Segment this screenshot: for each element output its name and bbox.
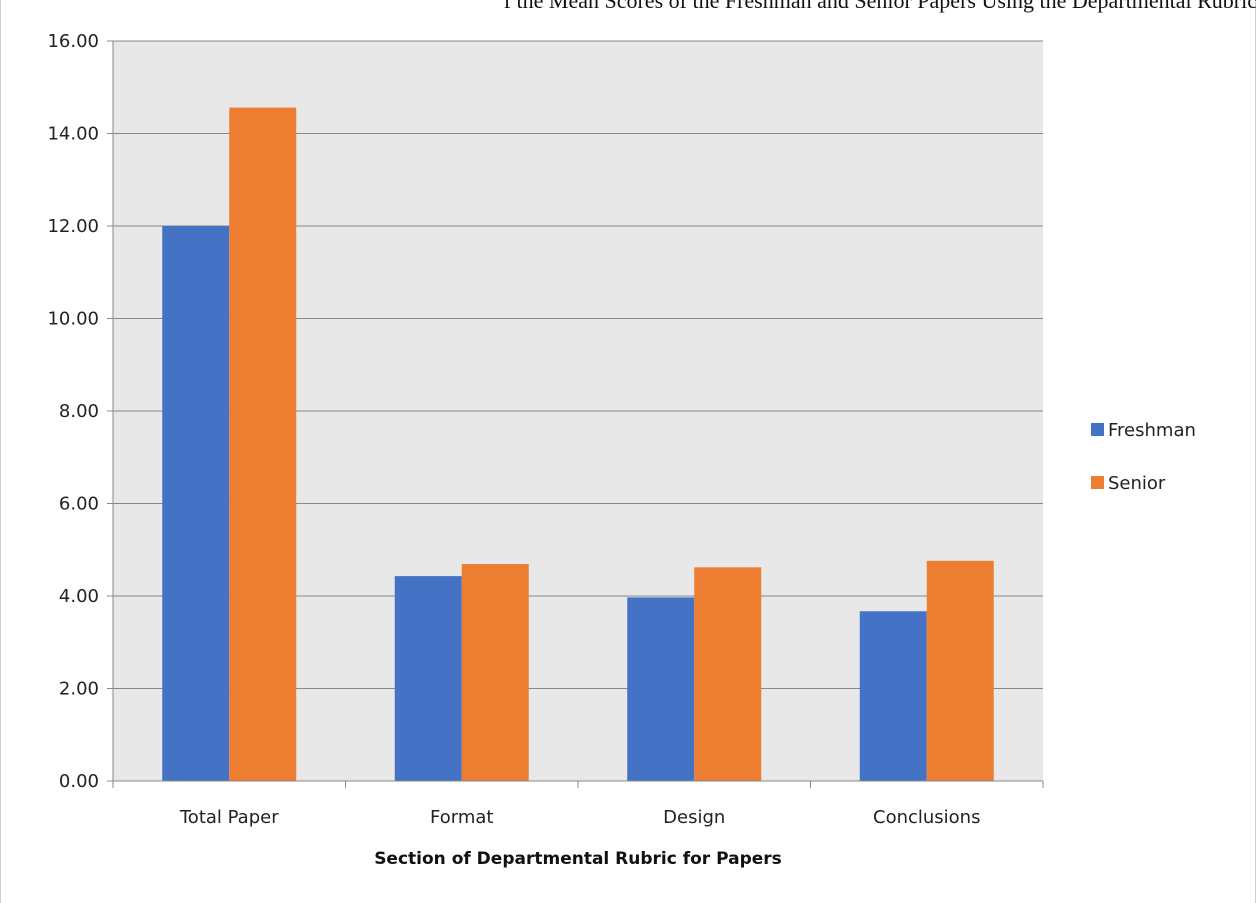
x-category-label: Format [430, 807, 493, 828]
y-tick-label: 2.00 [59, 679, 99, 700]
y-tick-label: 14.00 [47, 124, 99, 145]
y-tick-label: 4.00 [59, 586, 99, 607]
y-tick-labels: 0.00 2.00 4.00 6.00 8.00 10.00 12.00 14.00 16.00 [47, 31, 99, 792]
legend-swatch-freshman [1091, 423, 1104, 436]
y-tick-label: 16.00 [47, 31, 99, 52]
legend-label-senior: Senior [1108, 473, 1166, 494]
axes [112, 41, 1044, 788]
bar-freshman-design [627, 597, 695, 781]
bars [162, 107, 994, 782]
y-tick-label: 12.00 [47, 216, 99, 237]
bar-freshman-conclusions [859, 611, 927, 781]
legend-swatch-senior [1091, 476, 1104, 489]
y-tick-label: 0.00 [59, 771, 99, 792]
y-tick-label: 8.00 [59, 401, 99, 422]
bar-freshman-total-paper [162, 226, 230, 781]
chart-title-cutoff: f the Mean Scores of the Freshman and Se… [504, 0, 1256, 13]
bar-senior-format [461, 564, 529, 781]
bar-senior-conclusions [926, 560, 994, 781]
bar-senior-design [694, 567, 762, 781]
bar-senior-total-paper [229, 107, 297, 782]
bar-freshman-format [394, 576, 462, 781]
x-category-labels: Total Paper Format Design Conclusions [179, 807, 981, 828]
x-category-label: Design [663, 807, 725, 828]
x-category-label: Conclusions [873, 807, 980, 828]
y-tick-label: 10.00 [47, 309, 99, 330]
x-category-label: Total Paper [179, 807, 279, 828]
legend: Freshman Senior [1091, 420, 1196, 494]
legend-label-freshman: Freshman [1108, 420, 1196, 441]
x-axis-title: Section of Departmental Rubric for Paper… [374, 849, 782, 869]
y-tick-label: 6.00 [59, 494, 99, 515]
